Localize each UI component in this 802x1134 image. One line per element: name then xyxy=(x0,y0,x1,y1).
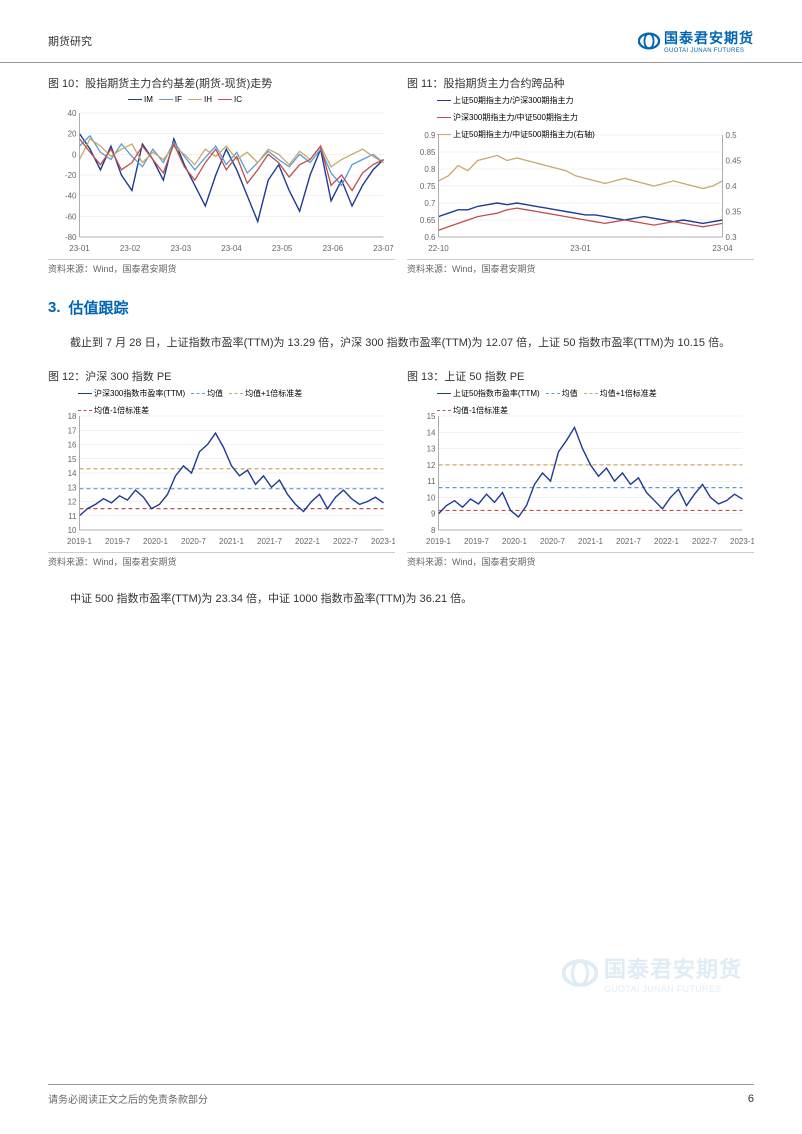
chart-13: 8 9 10 11 12 13 14 15 2019-1 2019-7 2020-1 2020-7 20… xyxy=(407,388,754,548)
svg-text:23-05: 23-05 xyxy=(272,244,293,253)
logo-text-en: GUOTAI JUNAN FUTURES xyxy=(664,48,754,54)
chart-11-title: 图 11：股指期货主力合约跨品种 xyxy=(407,75,754,91)
svg-text:2022-7: 2022-7 xyxy=(692,537,717,546)
svg-text:2019-1: 2019-1 xyxy=(426,537,451,546)
chart-10-title: 图 10：股指期货主力合约基差(期货-现货)走势 xyxy=(48,75,395,91)
svg-text:-20: -20 xyxy=(65,171,77,180)
svg-text:23-03: 23-03 xyxy=(171,244,192,253)
svg-text:0: 0 xyxy=(72,150,77,159)
page-content: 图 10：股指期货主力合约基差(期货-现货)走势 -80 -60 -40 -20 0 20… xyxy=(0,63,802,610)
svg-text:10: 10 xyxy=(427,493,436,502)
svg-text:12: 12 xyxy=(427,461,436,470)
company-logo: 国泰君安期货 GUOTAI JUNAN FUTURES xyxy=(638,28,754,54)
svg-text:0.5: 0.5 xyxy=(726,131,738,140)
svg-text:13: 13 xyxy=(427,445,436,454)
chart-row-1: 图 10：股指期货主力合约基差(期货-现货)走势 -80 -60 -40 -20 0 20… xyxy=(48,75,754,275)
chart-11-source: 资料来源：Wind，国泰君安期货 xyxy=(407,259,754,275)
svg-text:23-04: 23-04 xyxy=(712,244,733,253)
page-header: 期货研究 国泰君安期货 GUOTAI JUNAN FUTURES xyxy=(0,0,802,63)
svg-text:0.4: 0.4 xyxy=(726,182,738,191)
svg-text:2022-1: 2022-1 xyxy=(654,537,679,546)
svg-text:2021-1: 2021-1 xyxy=(578,537,603,546)
page-number: 6 xyxy=(748,1093,754,1105)
svg-text:10: 10 xyxy=(68,526,77,535)
svg-text:2023-1: 2023-1 xyxy=(730,537,754,546)
svg-text:40: 40 xyxy=(68,109,77,118)
page: 期货研究 国泰君安期货 GUOTAI JUNAN FUTURES 图 10：股指… xyxy=(0,0,802,1134)
svg-text:0.3: 0.3 xyxy=(726,233,738,242)
svg-text:11: 11 xyxy=(68,512,77,521)
svg-text:-40: -40 xyxy=(65,192,77,201)
svg-text:0.85: 0.85 xyxy=(420,148,436,157)
logo-text-cn: 国泰君安期货 xyxy=(664,28,754,48)
header-category: 期货研究 xyxy=(48,33,92,49)
svg-text:2022-7: 2022-7 xyxy=(333,537,358,546)
chart-13-cell: 图 13：上证 50 指数 PE 8 9 10 11 12 13 14 15 2019-1 201… xyxy=(407,368,754,568)
svg-text:23-06: 23-06 xyxy=(323,244,344,253)
svg-text:2021-7: 2021-7 xyxy=(257,537,282,546)
svg-text:15: 15 xyxy=(427,412,436,421)
svg-text:0.65: 0.65 xyxy=(420,216,436,225)
svg-text:2019-1: 2019-1 xyxy=(67,537,92,546)
svg-text:2019-7: 2019-7 xyxy=(105,537,130,546)
watermark: 国泰君安期货 GUOTAI JUNAN FUTURES xyxy=(562,952,742,994)
page-footer: 请务必阅读正文之后的免责条款部分 6 xyxy=(48,1084,754,1106)
svg-text:2020-1: 2020-1 xyxy=(502,537,527,546)
svg-text:0.8: 0.8 xyxy=(424,165,436,174)
svg-text:23-01: 23-01 xyxy=(570,244,591,253)
svg-text:8: 8 xyxy=(431,526,436,535)
svg-text:0.45: 0.45 xyxy=(726,157,742,166)
svg-text:2020-1: 2020-1 xyxy=(143,537,168,546)
svg-text:23-02: 23-02 xyxy=(120,244,141,253)
svg-text:0.9: 0.9 xyxy=(424,131,436,140)
chart-12-title: 图 12：沪深 300 指数 PE xyxy=(48,368,395,384)
svg-text:23-01: 23-01 xyxy=(69,244,90,253)
svg-text:2020-7: 2020-7 xyxy=(181,537,206,546)
paragraph-2: 中证 500 指数市盈率(TTM)为 23.34 倍，中证 1000 指数市盈率… xyxy=(48,588,754,610)
svg-text:14: 14 xyxy=(427,428,436,437)
svg-text:2022-1: 2022-1 xyxy=(295,537,320,546)
svg-text:9: 9 xyxy=(431,510,436,519)
svg-text:2023-1: 2023-1 xyxy=(371,537,395,546)
svg-text:-80: -80 xyxy=(65,233,77,242)
svg-text:2020-7: 2020-7 xyxy=(540,537,565,546)
chart-12-source: 资料来源：Wind，国泰君安期货 xyxy=(48,552,395,568)
svg-text:0.75: 0.75 xyxy=(420,182,436,191)
chart-10: -80 -60 -40 -20 0 20 40 23-01 23-02 23-03 23-04 23-… xyxy=(48,95,395,255)
chart-10-cell: 图 10：股指期货主力合约基差(期货-现货)走势 -80 -60 -40 -20 0 20… xyxy=(48,75,395,275)
svg-text:13: 13 xyxy=(68,483,77,492)
svg-text:23-07: 23-07 xyxy=(373,244,394,253)
chart-13-source: 资料来源：Wind，国泰君安期货 xyxy=(407,552,754,568)
svg-text:12: 12 xyxy=(68,498,77,507)
svg-text:0.6: 0.6 xyxy=(424,233,436,242)
svg-text:15: 15 xyxy=(68,455,77,464)
svg-text:18: 18 xyxy=(68,412,77,421)
svg-text:17: 17 xyxy=(68,426,77,435)
svg-text:11: 11 xyxy=(427,477,436,486)
svg-text:2021-1: 2021-1 xyxy=(219,537,244,546)
svg-text:2019-7: 2019-7 xyxy=(464,537,489,546)
svg-text:20: 20 xyxy=(68,130,77,139)
chart-12-cell: 图 12：沪深 300 指数 PE 10 11 12 13 14 15 16 17 18 2019… xyxy=(48,368,395,568)
logo-icon xyxy=(638,30,660,52)
section-3-heading: 3. 估值跟踪 xyxy=(48,297,754,318)
svg-text:22-10: 22-10 xyxy=(428,244,449,253)
svg-text:14: 14 xyxy=(68,469,77,478)
chart-12: 10 11 12 13 14 15 16 17 18 2019-1 2019-7 2020-1 2020… xyxy=(48,388,395,548)
chart-13-title: 图 13：上证 50 指数 PE xyxy=(407,368,754,384)
svg-text:-60: -60 xyxy=(65,212,77,221)
svg-text:16: 16 xyxy=(68,441,77,450)
svg-text:23-04: 23-04 xyxy=(221,244,242,253)
svg-text:2021-7: 2021-7 xyxy=(616,537,641,546)
section-title: 估值跟踪 xyxy=(69,297,129,318)
paragraph-1: 截止到 7 月 28 日，上证指数市盈率(TTM)为 13.29 倍，沪深 30… xyxy=(48,332,754,354)
chart-10-source: 资料来源：Wind，国泰君安期货 xyxy=(48,259,395,275)
chart-11-cell: 图 11：股指期货主力合约跨品种 0.60.650.70.750.80.850.… xyxy=(407,75,754,275)
chart-row-2: 图 12：沪深 300 指数 PE 10 11 12 13 14 15 16 17 18 2019… xyxy=(48,368,754,568)
chart-11: 0.6 0.65 0.7 0.75 0.8 0.85 0.9 0.3 0.35 0.4 0.45 0.… xyxy=(407,95,754,255)
footer-disclaimer: 请务必阅读正文之后的免责条款部分 xyxy=(48,1091,208,1106)
svg-text:0.35: 0.35 xyxy=(726,208,742,217)
svg-text:0.7: 0.7 xyxy=(424,199,436,208)
section-number: 3. xyxy=(48,299,61,316)
